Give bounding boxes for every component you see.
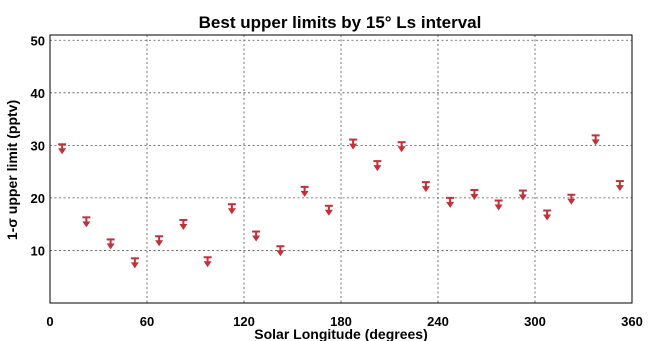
x-axis-label: Solar Longitude (degrees) [254, 326, 427, 341]
upper-limit-marker [518, 189, 527, 201]
x-tick-label: 120 [233, 314, 255, 329]
y-tick-label: 20 [31, 191, 45, 206]
x-tick-label: 0 [46, 314, 53, 329]
upper-limit-marker [470, 189, 479, 201]
upper-limit-marker [58, 143, 67, 155]
upper-limit-marker [421, 181, 430, 193]
upper-limit-marker [179, 218, 188, 230]
upper-limit-marker [106, 238, 115, 250]
upper-limit-marker [82, 216, 91, 228]
data-points [58, 134, 624, 269]
upper-limit-marker [130, 257, 139, 269]
y-tick-label: 40 [31, 86, 45, 101]
y-axis-label: 1-σ upper limit (pptv) [4, 100, 20, 240]
upper-limit-marker [276, 245, 285, 257]
x-tick-label: 300 [524, 314, 546, 329]
x-tick-label: 60 [140, 314, 154, 329]
upper-limit-marker [397, 141, 406, 153]
upper-limit-marker [252, 230, 261, 242]
upper-limit-marker [349, 138, 358, 150]
x-tick-label: 360 [621, 314, 643, 329]
upper-limit-marker [227, 203, 236, 215]
y-tick-label: 30 [31, 138, 45, 153]
upper-limit-marker [324, 204, 333, 216]
upper-limit-marker [591, 134, 600, 146]
plot-frame [49, 34, 633, 304]
upper-limit-marker [155, 235, 164, 247]
upper-limit-marker [567, 193, 576, 205]
upper-limit-marker [446, 196, 455, 208]
upper-limit-marker [300, 185, 309, 197]
upper-limit-marker [203, 256, 212, 268]
upper-limit-marker [543, 209, 552, 221]
chart-title: Best upper limits by 15° Ls interval [199, 13, 482, 32]
x-tick-label: 180 [330, 314, 352, 329]
upper-limit-marker [494, 199, 503, 211]
y-tick-label: 50 [31, 33, 45, 48]
tick-labels: 0 60 120 180 240 300 360 10 20 30 40 50 [31, 33, 643, 329]
x-tick-label: 240 [427, 314, 449, 329]
y-tick-label: 10 [31, 243, 45, 258]
upper-limit-marker [373, 160, 382, 172]
upper-limit-marker [615, 180, 624, 192]
